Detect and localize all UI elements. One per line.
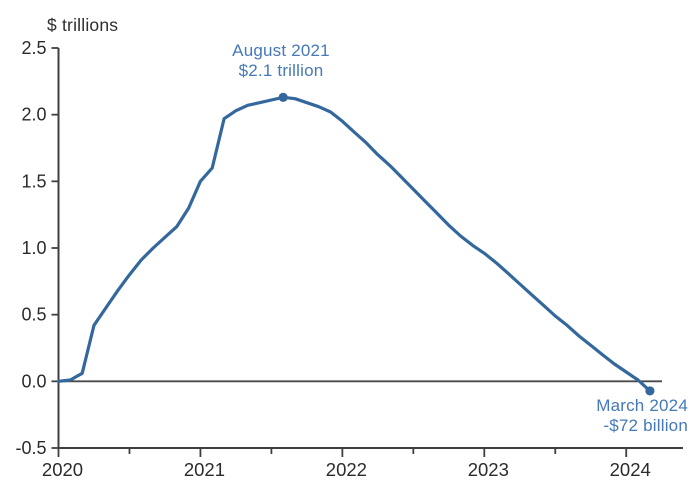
y-tick-label: 0.0 [21,371,46,391]
annotation-trough-value: -$72 billion [603,415,688,435]
annotation-peak-date: August 2021 [232,41,330,60]
x-tick-label: 2022 [326,459,367,480]
y-tick-label: -0.5 [15,438,46,458]
annotation-trough: March 2024 -$72 billion [596,396,688,435]
trough-marker-dot [645,386,655,396]
y-tick-label: 1.0 [21,238,46,258]
annotation-trough-date: March 2024 [596,396,688,415]
x-tick-label: 2020 [42,459,83,480]
y-tick-label: 1.5 [21,171,46,191]
y-axis-unit-label: $ trillions [47,15,119,35]
y-tick-label: 2.0 [21,105,46,125]
x-tick-label: 2024 [610,459,651,480]
excess-savings-series-line [56,95,652,393]
x-tick-label: 2021 [184,459,225,480]
x-tick-label: 2023 [468,459,509,480]
annotation-peak-value: $2.1 trillion [238,60,324,80]
y-tick-label: 0.5 [21,305,46,325]
annotation-peak: August 2021 $2.1 trillion [232,41,330,80]
y-tick-label: 2.5 [21,38,46,58]
peak-marker-dot [278,92,288,102]
